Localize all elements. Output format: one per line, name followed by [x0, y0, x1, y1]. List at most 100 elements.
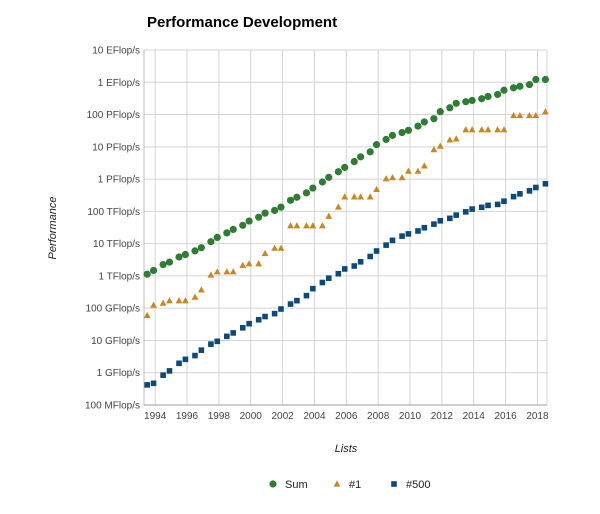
x-tick-label: 2010 [399, 411, 422, 422]
point-sum [478, 95, 486, 103]
point-top-500 [150, 380, 157, 387]
point-top-500 [278, 306, 284, 312]
y-tick-label: 10 TFlop/s [93, 239, 140, 250]
point-top-500 [351, 263, 358, 269]
point-sum [494, 90, 502, 99]
point-top-500 [144, 382, 150, 388]
x-axis-title: Lists [335, 443, 358, 455]
x-tick-label: 1996 [176, 411, 199, 422]
point-top-500 [526, 188, 533, 194]
point-sum [175, 253, 183, 261]
point-top-500 [341, 266, 348, 272]
point-top-1 [532, 111, 540, 119]
point-sum [436, 108, 444, 116]
y-tick-label: 10 PFlop/s [92, 142, 140, 153]
point-sum [293, 193, 301, 201]
legend-label-sum: Sum [285, 479, 308, 491]
point-sum [414, 122, 422, 130]
point-sum [452, 99, 460, 107]
legend-marker-top-1 [333, 480, 341, 487]
legend-marker-top-500 [391, 481, 397, 487]
point-top-500 [405, 231, 412, 237]
point-top-1 [303, 222, 310, 229]
point-sum [334, 168, 342, 176]
point-top-500 [198, 347, 205, 353]
point-top-1 [159, 299, 167, 306]
point-sum [286, 196, 295, 204]
point-sum [239, 221, 247, 229]
point-top-1 [150, 301, 157, 308]
point-sum [398, 128, 406, 137]
point-top-500 [262, 313, 268, 320]
point-sum [318, 178, 327, 186]
point-sum [325, 173, 333, 181]
point-sum [261, 209, 269, 217]
point-top-500 [510, 193, 517, 200]
point-top-500 [453, 212, 460, 218]
x-tick-label: 2002 [271, 411, 294, 422]
point-top-1 [500, 126, 508, 133]
point-sum [366, 148, 374, 156]
point-sum [404, 126, 413, 134]
point-top-1 [446, 136, 454, 143]
point-top-1 [325, 212, 333, 219]
point-sum [181, 250, 190, 259]
data-points [143, 75, 550, 388]
point-top-500 [485, 202, 491, 209]
point-top-500 [255, 316, 262, 323]
x-tick-label: 1998 [208, 411, 231, 422]
point-top-500 [246, 320, 252, 327]
point-top-1 [271, 244, 279, 251]
point-top-1 [462, 126, 470, 133]
point-sum [245, 217, 253, 225]
point-top-1 [341, 193, 349, 200]
y-tick-label: 10 EFlop/s [92, 46, 140, 57]
point-top-500 [325, 275, 332, 281]
y-tick-label: 100 GFlop/s [86, 304, 140, 315]
point-top-500 [357, 258, 364, 265]
point-top-1 [239, 261, 247, 268]
point-sum [382, 135, 390, 144]
point-sum [143, 270, 151, 278]
point-top-500 [224, 333, 230, 340]
point-sum [357, 153, 365, 161]
point-sum [388, 131, 397, 139]
x-tick-label: 2018 [526, 411, 549, 422]
point-sum [223, 229, 231, 237]
x-tick-label: 2008 [367, 411, 390, 422]
point-top-1 [143, 311, 151, 319]
point-sum [229, 225, 237, 234]
point-top-1 [213, 268, 221, 275]
point-sum [302, 189, 311, 197]
point-top-500 [373, 248, 380, 254]
x-tick-label: 2012 [431, 411, 454, 422]
point-top-500 [542, 180, 549, 187]
point-sum [309, 184, 317, 192]
point-top-1 [526, 111, 533, 119]
point-top-1 [366, 193, 374, 200]
point-top-1 [420, 162, 428, 169]
point-sum [532, 75, 540, 84]
point-top-1 [468, 126, 476, 133]
y-axis-title: Performance [47, 197, 59, 260]
point-top-1 [452, 135, 460, 142]
point-top-1 [414, 167, 422, 174]
point-top-500 [462, 209, 469, 215]
point-top-1 [277, 244, 285, 251]
point-top-500 [160, 372, 166, 378]
y-tick-label: 10 GFlop/s [91, 336, 140, 347]
point-top-500 [271, 310, 278, 317]
point-sum [509, 84, 518, 92]
point-top-1 [197, 286, 205, 293]
point-sum [372, 141, 381, 149]
point-top-1 [357, 193, 365, 200]
y-tick-label: 1 EFlop/s [98, 78, 140, 89]
x-tick-label: 2014 [463, 411, 486, 422]
point-top-500 [166, 368, 173, 374]
point-top-500 [310, 285, 316, 292]
point-top-1 [293, 222, 301, 229]
point-top-1 [245, 260, 253, 267]
point-top-1 [405, 167, 412, 174]
point-top-1 [334, 203, 342, 210]
